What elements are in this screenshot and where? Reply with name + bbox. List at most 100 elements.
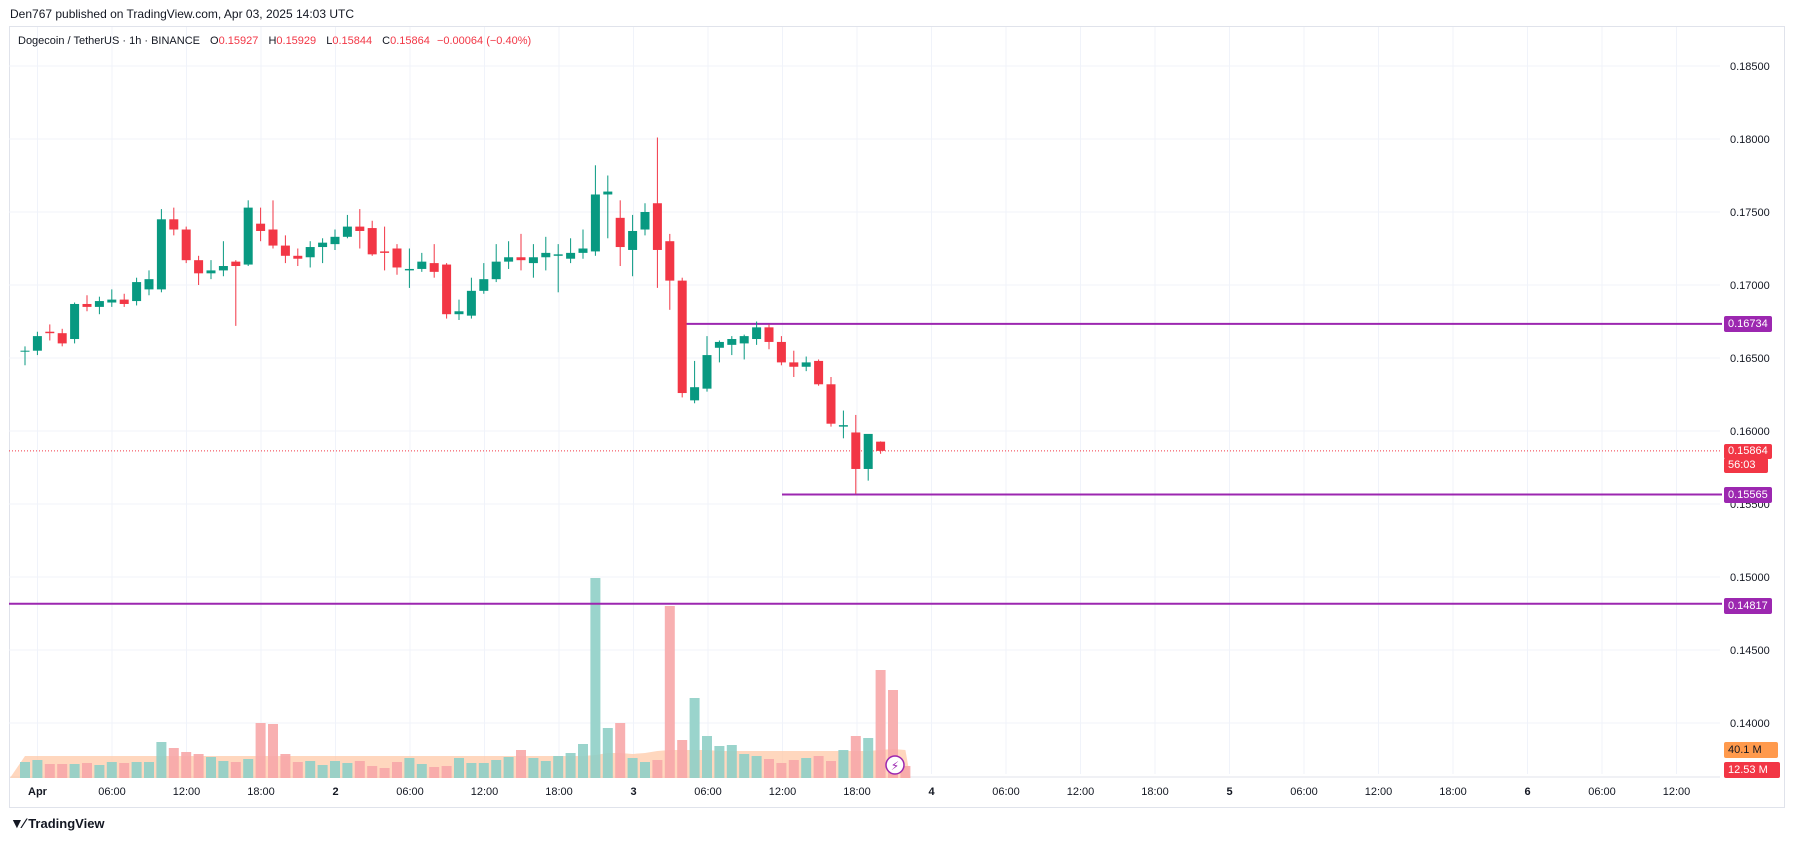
volume-bar	[702, 736, 712, 778]
volume-bar	[255, 723, 266, 778]
volume-bar	[168, 748, 179, 778]
candle-body	[454, 311, 464, 315]
y-tick-label: 0.14000	[1730, 718, 1770, 730]
x-tick-label: 4	[928, 786, 935, 798]
candle-body	[479, 279, 489, 291]
volume-bar	[503, 757, 514, 778]
x-tick-label: 06:00	[694, 786, 722, 798]
candle-body	[20, 350, 30, 352]
x-tick-label: 06:00	[98, 786, 126, 798]
candle-body	[714, 341, 724, 348]
volume-bar	[317, 765, 328, 778]
volume-bar	[565, 753, 576, 778]
x-tick-label: 18:00	[843, 786, 871, 798]
volume-bar	[404, 758, 415, 778]
volume-bar	[305, 761, 316, 778]
volume-bar	[454, 758, 464, 778]
volume-bar	[826, 761, 836, 778]
volume-bar	[268, 724, 278, 778]
volume-bar	[726, 745, 737, 778]
high-value: 0.15929	[276, 35, 317, 47]
volume-bar	[292, 762, 303, 778]
x-tick-label: 5	[1226, 786, 1232, 798]
volume-bar	[106, 762, 117, 778]
candle-body	[70, 303, 80, 340]
x-tick-label: 06:00	[1588, 786, 1616, 798]
candle-body	[330, 236, 340, 245]
volume-bar	[466, 763, 477, 778]
symbol-label[interactable]: Dogecoin / TetherUS · 1h · BINANCE	[18, 35, 200, 47]
x-tick-label: 18:00	[1141, 786, 1169, 798]
volume-bar	[764, 759, 774, 778]
candle-body	[491, 261, 501, 280]
candle-body	[590, 194, 600, 252]
x-tick-label: 06:00	[396, 786, 424, 798]
volume-bar	[20, 762, 30, 778]
candle-body	[94, 301, 104, 307]
candle-body	[640, 212, 650, 230]
x-tick-label: 18:00	[545, 786, 573, 798]
volume-bar	[602, 728, 613, 778]
candle-body	[206, 270, 216, 274]
candle-body	[814, 360, 824, 385]
tradingview-brand[interactable]: ▼⁄ TradingView	[10, 815, 105, 831]
volume-bar	[888, 690, 898, 778]
volume-bar	[82, 763, 92, 778]
candle-body	[863, 433, 873, 469]
candle-body	[231, 261, 241, 267]
candle-body	[82, 303, 92, 307]
candle-body	[677, 280, 687, 394]
candle-body	[752, 327, 762, 340]
candle-body	[380, 251, 390, 253]
y-tick-label: 0.18000	[1730, 134, 1770, 146]
volume-bar	[664, 606, 675, 778]
volume-bar	[206, 757, 216, 778]
candle-body	[218, 266, 228, 271]
candle-body	[119, 299, 129, 304]
candle-body	[305, 247, 315, 258]
candle-body	[739, 336, 749, 344]
candle-body	[293, 255, 303, 259]
volume-bar	[230, 762, 241, 778]
volume-bar	[94, 765, 105, 778]
volume-bar	[218, 761, 229, 778]
volume-bar	[181, 752, 192, 778]
y-tick-label: 0.16000	[1730, 426, 1770, 438]
change-value: −0.00064 (−0.40%)	[436, 35, 532, 47]
bar-countdown-tag: 56:03	[1724, 458, 1768, 473]
volume-bar	[553, 756, 564, 778]
volume-bar	[850, 736, 861, 778]
x-tick-label: 12:00	[769, 786, 797, 798]
volume-bar	[900, 766, 911, 778]
candle-body	[107, 299, 117, 303]
candle-body	[243, 207, 253, 265]
volume-tag: 12.53 M	[1724, 762, 1780, 778]
publisher-caption: Den767 published on TradingView.com, Apr…	[10, 7, 355, 21]
y-tick-label: 0.15000	[1730, 572, 1770, 584]
x-tick-label: 06:00	[992, 786, 1020, 798]
candle-body	[851, 432, 861, 469]
volume-bar	[801, 758, 812, 778]
volume-bar	[875, 670, 886, 778]
volume-bar	[528, 758, 539, 778]
volume-bar	[429, 767, 440, 778]
volume-bar	[392, 762, 402, 778]
candle-body	[727, 339, 737, 345]
candle-body	[665, 241, 675, 281]
volume-bar	[863, 738, 874, 778]
volume-bar	[44, 764, 55, 778]
volume-bar	[652, 760, 663, 778]
volume-bar	[689, 698, 700, 778]
low-label: L	[326, 35, 333, 47]
candle-body	[342, 226, 352, 237]
volume-bar	[813, 756, 824, 778]
volume-bar	[491, 760, 502, 778]
open-value: 0.15927	[218, 35, 259, 47]
candle-body	[32, 336, 42, 351]
volume-bar	[516, 750, 526, 778]
level-tag-lower: 0.14817	[1724, 598, 1772, 614]
candle-body	[838, 425, 848, 427]
x-tick-label: 6	[1524, 786, 1530, 798]
candle-body	[615, 217, 625, 248]
